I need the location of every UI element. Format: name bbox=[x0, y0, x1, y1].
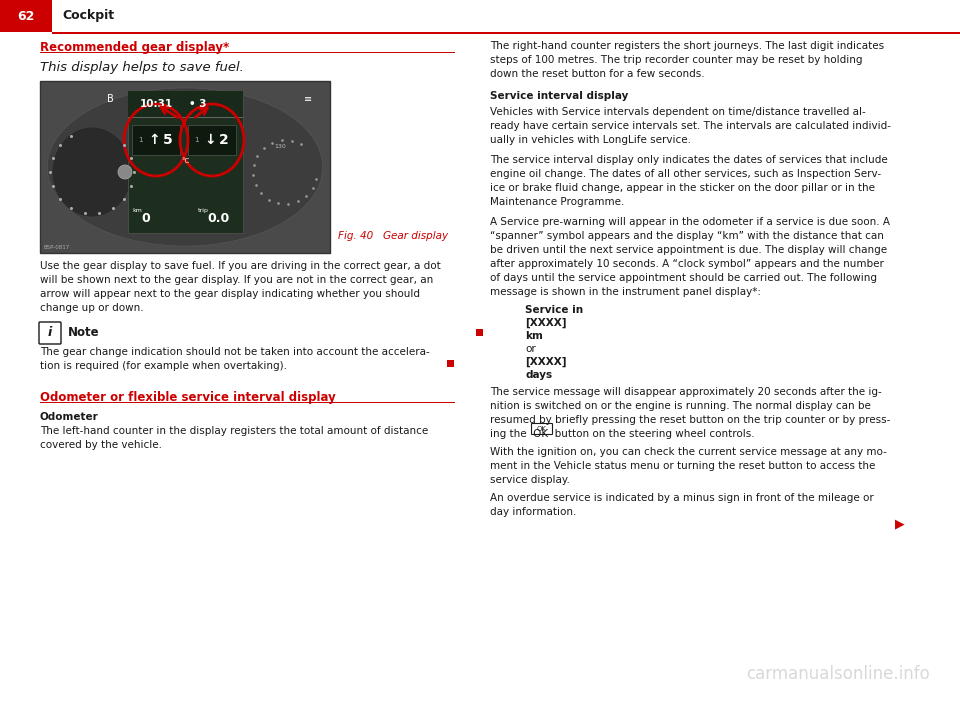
Text: 0: 0 bbox=[142, 212, 151, 225]
Text: B: B bbox=[107, 94, 113, 104]
Bar bbox=[40, 402, 455, 403]
Text: Cockpit: Cockpit bbox=[62, 10, 114, 22]
Text: 5: 5 bbox=[163, 133, 173, 147]
Text: ≡: ≡ bbox=[304, 94, 312, 104]
Ellipse shape bbox=[47, 88, 323, 246]
Bar bbox=[52, 32, 960, 34]
Text: km: km bbox=[525, 331, 542, 341]
Text: ▶: ▶ bbox=[896, 517, 905, 530]
Text: resumed by briefly pressing the reset button on the trip counter or by press-: resumed by briefly pressing the reset bu… bbox=[490, 415, 890, 425]
Ellipse shape bbox=[52, 127, 132, 217]
Text: The gear change indication should not be taken into account the accelera-: The gear change indication should not be… bbox=[40, 347, 430, 357]
Bar bbox=[40, 81, 330, 253]
Text: A Service pre-warning will appear in the odometer if a service is due soon. A: A Service pre-warning will appear in the… bbox=[490, 217, 890, 227]
Text: nition is switched on or the engine is running. The normal display can be: nition is switched on or the engine is r… bbox=[490, 401, 871, 411]
Text: “spanner” symbol appears and the display “km” with the distance that can: “spanner” symbol appears and the display… bbox=[490, 231, 884, 241]
Bar bbox=[0, 0, 960, 32]
Text: The service interval display only indicates the dates of services that include: The service interval display only indica… bbox=[490, 155, 888, 165]
Text: 2: 2 bbox=[219, 133, 228, 147]
Circle shape bbox=[118, 165, 132, 179]
Text: Maintenance Programme.: Maintenance Programme. bbox=[490, 197, 624, 207]
Text: °C: °C bbox=[181, 158, 190, 164]
Text: arrow will appear next to the gear display indicating whether you should: arrow will appear next to the gear displ… bbox=[40, 289, 420, 299]
Text: tion is required (for example when overtaking).: tion is required (for example when overt… bbox=[40, 361, 287, 371]
Text: will be shown next to the gear display. If you are not in the correct gear, an: will be shown next to the gear display. … bbox=[40, 275, 433, 285]
Bar bbox=[128, 91, 243, 233]
Text: of days until the service appointment should be carried out. The following: of days until the service appointment sh… bbox=[490, 273, 877, 283]
Text: service display.: service display. bbox=[490, 475, 570, 485]
Text: 62: 62 bbox=[17, 10, 35, 22]
Bar bbox=[128, 91, 243, 117]
Text: Service interval display: Service interval display bbox=[490, 91, 629, 101]
Text: message is shown in the instrument panel display*:: message is shown in the instrument panel… bbox=[490, 287, 761, 297]
Bar bbox=[128, 117, 243, 118]
Text: i: i bbox=[48, 327, 52, 339]
Text: trip: trip bbox=[198, 208, 209, 213]
Text: ↓: ↓ bbox=[204, 133, 216, 147]
Text: Use the gear display to save fuel. If you are driving in the correct gear, a dot: Use the gear display to save fuel. If yo… bbox=[40, 261, 441, 271]
Text: The service message will disappear approximately 20 seconds after the ig-: The service message will disappear appro… bbox=[490, 387, 881, 397]
Text: OK: OK bbox=[537, 426, 547, 432]
Text: 0.0: 0.0 bbox=[206, 212, 229, 225]
Text: Fig. 40   Gear display: Fig. 40 Gear display bbox=[338, 231, 448, 241]
Text: day information.: day information. bbox=[490, 507, 576, 517]
Text: Odometer or flexible service interval display: Odometer or flexible service interval di… bbox=[40, 391, 336, 404]
Text: This display helps to save fuel.: This display helps to save fuel. bbox=[40, 61, 244, 74]
Text: km: km bbox=[132, 208, 142, 213]
Text: ready have certain service intervals set. The intervals are calculated individ-: ready have certain service intervals set… bbox=[490, 121, 891, 131]
Text: 1: 1 bbox=[137, 137, 142, 143]
Text: An overdue service is indicated by a minus sign in front of the mileage or: An overdue service is indicated by a min… bbox=[490, 493, 874, 503]
Text: ing the  OK  button on the steering wheel controls.: ing the OK button on the steering wheel … bbox=[490, 429, 755, 439]
Text: The right-hand counter registers the short journeys. The last digit indicates: The right-hand counter registers the sho… bbox=[490, 41, 884, 51]
Text: engine oil change. The dates of all other services, such as Inspection Serv-: engine oil change. The dates of all othe… bbox=[490, 169, 881, 179]
FancyBboxPatch shape bbox=[39, 322, 61, 344]
Bar bbox=[132, 125, 180, 155]
Bar bbox=[447, 360, 454, 367]
Bar bbox=[188, 125, 236, 155]
Text: change up or down.: change up or down. bbox=[40, 303, 144, 313]
Text: 130: 130 bbox=[275, 144, 286, 149]
Bar bbox=[476, 329, 483, 336]
Text: With the ignition on, you can check the current service message at any mo-: With the ignition on, you can check the … bbox=[490, 447, 887, 457]
Text: 1: 1 bbox=[194, 137, 199, 143]
Text: 10:31: 10:31 bbox=[139, 99, 173, 109]
Text: [XXXX]: [XXXX] bbox=[525, 318, 566, 328]
Text: B5P-0817: B5P-0817 bbox=[44, 245, 70, 250]
Text: [XXXX]: [XXXX] bbox=[525, 357, 566, 367]
Text: Note: Note bbox=[68, 326, 100, 339]
Text: after approximately 10 seconds. A “clock symbol” appears and the number: after approximately 10 seconds. A “clock… bbox=[490, 259, 884, 269]
Text: Vehicles with Service intervals dependent on time/distance travelled al-: Vehicles with Service intervals dependen… bbox=[490, 107, 866, 117]
Text: or: or bbox=[525, 344, 536, 354]
Bar bbox=[0, 0, 52, 32]
Bar bbox=[40, 52, 455, 53]
Text: The left-hand counter in the display registers the total amount of distance: The left-hand counter in the display reg… bbox=[40, 426, 428, 436]
Text: covered by the vehicle.: covered by the vehicle. bbox=[40, 440, 162, 450]
FancyBboxPatch shape bbox=[532, 423, 553, 435]
Text: ice or brake fluid change, appear in the sticker on the door pillar or in the: ice or brake fluid change, appear in the… bbox=[490, 183, 875, 193]
Text: Service in: Service in bbox=[525, 305, 583, 315]
Text: days: days bbox=[525, 370, 552, 380]
Text: down the reset button for a few seconds.: down the reset button for a few seconds. bbox=[490, 69, 705, 79]
Text: Recommended gear display*: Recommended gear display* bbox=[40, 41, 229, 54]
Text: • 3: • 3 bbox=[189, 99, 206, 109]
Text: be driven until the next service appointment is due. The display will change: be driven until the next service appoint… bbox=[490, 245, 887, 255]
Text: carmanualsonline.info: carmanualsonline.info bbox=[746, 665, 930, 683]
Text: steps of 100 metres. The trip recorder counter may be reset by holding: steps of 100 metres. The trip recorder c… bbox=[490, 55, 862, 65]
Text: ↑: ↑ bbox=[148, 133, 159, 147]
Text: Odometer: Odometer bbox=[40, 412, 99, 422]
Text: ually in vehicles with LongLife service.: ually in vehicles with LongLife service. bbox=[490, 135, 691, 145]
Text: ment in the Vehicle status menu or turning the reset button to access the: ment in the Vehicle status menu or turni… bbox=[490, 461, 876, 471]
